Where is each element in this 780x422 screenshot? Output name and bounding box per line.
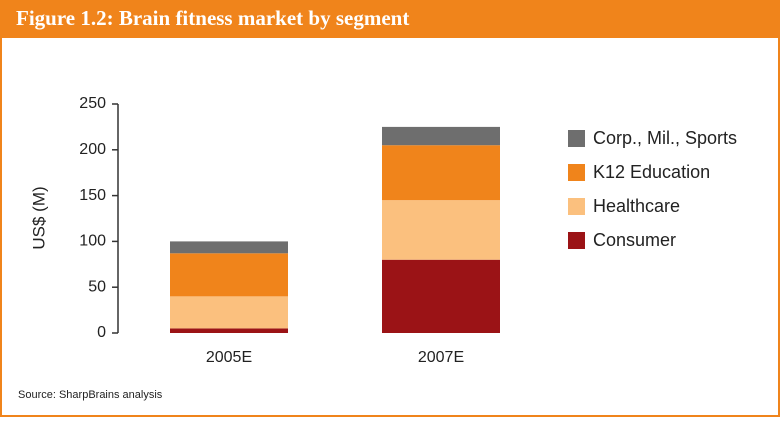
bar-segment — [382, 145, 500, 201]
bar-segment — [170, 253, 288, 297]
legend-label: Consumer — [593, 230, 676, 250]
legend-swatch — [568, 232, 585, 249]
bar-segment — [382, 259, 500, 333]
bar-segment — [382, 200, 500, 260]
legend-swatch — [568, 198, 585, 215]
x-tick-label: 2005E — [206, 349, 252, 366]
y-axis-label: US$ (M) — [29, 186, 48, 249]
y-tick-label: 50 — [88, 278, 106, 295]
legend-swatch — [568, 130, 585, 147]
y-tick-label: 100 — [79, 233, 106, 250]
legend-label: Corp., Mil., Sports — [593, 128, 737, 148]
chart-title: Figure 1.2: Brain fitness market by segm… — [16, 6, 409, 30]
y-tick-label: 0 — [97, 324, 106, 341]
y-tick-label: 150 — [79, 187, 106, 204]
bar-segment — [170, 296, 288, 329]
legend-swatch — [568, 164, 585, 181]
y-tick-label: 250 — [79, 95, 106, 112]
x-tick-label: 2007E — [418, 349, 464, 366]
bar-segment — [382, 126, 500, 146]
bar-segment — [170, 241, 288, 254]
bar-segment — [170, 328, 288, 333]
title-bar — [0, 0, 780, 38]
legend-label: Healthcare — [593, 196, 680, 216]
source-note: Source: SharpBrains analysis — [18, 389, 163, 401]
y-tick-label: 200 — [79, 141, 106, 158]
legend-label: K12 Education — [593, 162, 710, 182]
